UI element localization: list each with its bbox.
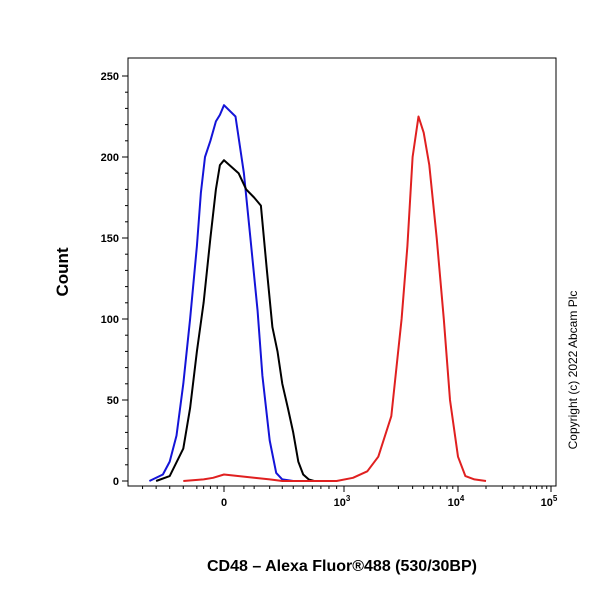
- x-tick-label: 0: [221, 497, 227, 509]
- y-tick-label: 100: [101, 314, 119, 326]
- histogram-series-1: [148, 104, 294, 482]
- y-tick-label: 0: [113, 476, 119, 488]
- y-tick-label: 50: [107, 395, 119, 407]
- y-axis-title: Count: [53, 247, 72, 296]
- histogram-series-2: [155, 159, 315, 482]
- plot-frame: [127, 57, 557, 487]
- series-layer: [148, 104, 487, 482]
- copyright-text: Copyright (c) 2022 Abcam Plc: [566, 291, 580, 450]
- y-tick-label: 150: [101, 233, 119, 245]
- x-axis-title: CD48 – Alexa Fluor®488 (530/30BP): [207, 558, 477, 575]
- x-tick-label: 105: [541, 494, 558, 509]
- y-tick-label: 250: [101, 71, 119, 83]
- x-tick-label: 103: [334, 494, 351, 509]
- histogram-series-3: [183, 115, 487, 482]
- y-tick-label: 200: [101, 152, 119, 164]
- axis-layer: 0 50 100 150 200 250 0 103 104 105: [101, 71, 558, 509]
- x-tick-label: 104: [448, 494, 465, 509]
